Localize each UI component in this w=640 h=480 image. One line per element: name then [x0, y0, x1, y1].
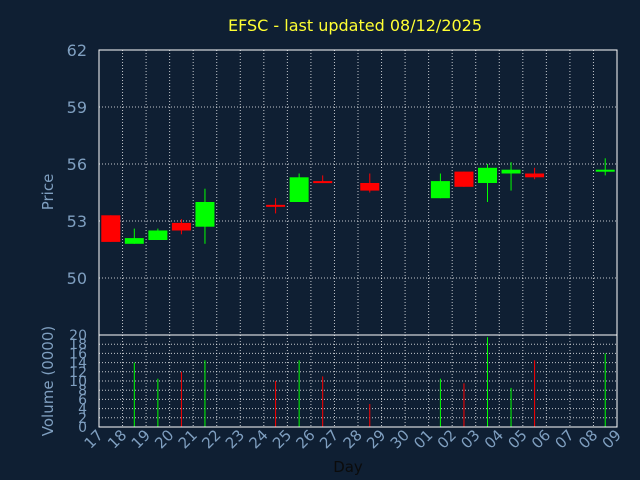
candle-body [360, 183, 380, 191]
candle-body [124, 238, 144, 244]
x-tick-label: 02 [434, 426, 460, 452]
x-tick-label: 21 [175, 426, 201, 452]
x-tick-label: 19 [128, 426, 154, 452]
candle-body [595, 169, 615, 172]
x-tick-label: 03 [457, 426, 483, 452]
x-tick-label: 20 [151, 426, 177, 452]
candle-body [266, 204, 286, 207]
x-axis-label: Day [333, 458, 363, 476]
price-tick-label: 62 [67, 41, 87, 60]
candle-body [195, 202, 215, 227]
volume-tick-label: 10 [69, 374, 87, 390]
candle-body [171, 222, 191, 231]
volume-tick-label: 0 [78, 420, 87, 436]
x-tick-label: 08 [575, 426, 601, 452]
x-tick-label: 27 [316, 426, 342, 452]
x-tick-label: 30 [387, 426, 413, 452]
x-tick-label: 07 [552, 426, 578, 452]
price-tick-label: 56 [67, 155, 87, 174]
price-axis-label: Price [39, 174, 57, 211]
price-tick-label: 59 [67, 98, 87, 117]
price-tick-label: 53 [67, 212, 87, 231]
x-tick-label: 22 [198, 426, 224, 452]
candle-body [430, 181, 450, 199]
x-tick-label: 05 [504, 426, 530, 452]
x-tick-label: 29 [363, 426, 389, 452]
x-tick-label: 24 [245, 426, 271, 452]
volume-tick-label: 20 [69, 328, 87, 344]
volume-tick-label: 18 [69, 337, 87, 353]
candle-body [313, 181, 333, 184]
x-tick-label: 23 [222, 426, 248, 452]
candle-body [148, 230, 168, 240]
volume-frame [98, 334, 618, 428]
price-panel: 50 53 56 59 62 [67, 41, 618, 336]
chart-title: EFSC - last updated 08/12/2025 [228, 16, 482, 35]
volume-tick-label: 8 [78, 383, 87, 399]
x-axis: 1718192021222324252627282930010203040506… [81, 426, 625, 452]
volume-tick-label: 4 [78, 402, 87, 418]
volume-tick-label: 16 [69, 346, 87, 362]
x-tick-label: 01 [410, 426, 436, 452]
x-tick-label: 06 [528, 426, 554, 452]
candle-body [289, 177, 309, 202]
x-tick-label: 09 [599, 426, 625, 452]
candle-body [101, 215, 121, 242]
volume-tick-label: 6 [78, 392, 87, 408]
candle-body [454, 171, 474, 187]
x-tick-label: 26 [293, 426, 319, 452]
volume-tick-label: 2 [78, 411, 87, 427]
volume-axis-label: Volume (0000) [39, 326, 57, 436]
candle-body [501, 169, 521, 174]
candle-body [478, 167, 497, 183]
volume-tick-label: 12 [69, 365, 87, 381]
x-tick-label: 04 [481, 426, 507, 452]
x-tick-label: 18 [104, 426, 130, 452]
volume-tick-label: 14 [69, 356, 87, 372]
x-tick-label: 25 [269, 426, 295, 452]
candle-body [525, 173, 545, 178]
price-tick-label: 50 [67, 269, 87, 288]
x-tick-label: 28 [340, 426, 366, 452]
